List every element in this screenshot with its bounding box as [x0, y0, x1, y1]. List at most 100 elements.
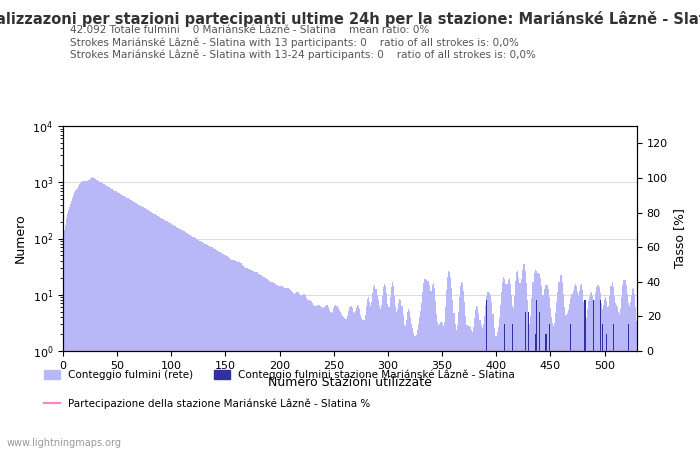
Bar — [575, 284, 576, 450]
Bar — [302, 294, 303, 450]
Bar — [64, 225, 66, 450]
Bar — [556, 302, 557, 450]
Bar — [313, 305, 314, 450]
Bar — [246, 268, 248, 450]
Bar — [499, 318, 500, 450]
Bar — [286, 288, 288, 450]
Bar — [482, 328, 483, 450]
Bar — [320, 306, 321, 450]
Bar — [241, 263, 242, 450]
Bar — [66, 213, 68, 450]
Bar — [107, 186, 108, 450]
Bar — [70, 204, 71, 450]
Bar — [333, 308, 335, 450]
Bar — [291, 291, 292, 450]
Bar — [160, 217, 161, 450]
Bar — [381, 305, 382, 450]
Bar — [555, 312, 556, 450]
Bar — [589, 297, 590, 450]
Bar — [540, 278, 541, 450]
Bar — [136, 203, 137, 450]
Bar — [474, 318, 475, 450]
Bar — [344, 318, 345, 450]
Bar — [463, 291, 464, 450]
Bar — [117, 192, 118, 450]
Bar — [419, 317, 420, 450]
Bar — [533, 273, 535, 450]
Bar — [559, 275, 561, 450]
Bar — [337, 308, 339, 450]
Bar — [161, 218, 162, 450]
Bar — [318, 305, 319, 450]
Bar — [570, 298, 571, 450]
Text: Strokes Mariánské Lâzně - Slatina with 13-24 participants: 0    ratio of all str: Strokes Mariánské Lâzně - Slatina with 1… — [70, 50, 536, 60]
Bar — [553, 326, 554, 450]
Bar — [433, 283, 434, 450]
Bar — [189, 234, 190, 450]
Bar — [254, 272, 256, 450]
Bar — [504, 279, 505, 450]
Bar — [106, 185, 107, 450]
Bar — [515, 281, 516, 450]
Bar — [198, 240, 199, 450]
Bar — [314, 306, 315, 450]
Bar — [304, 294, 305, 450]
Bar — [563, 294, 564, 450]
Bar — [384, 284, 385, 450]
Bar — [634, 294, 636, 450]
Bar — [293, 293, 294, 450]
Bar — [197, 239, 198, 450]
Bar — [236, 261, 237, 450]
Bar — [309, 300, 311, 450]
Bar — [484, 316, 485, 450]
Bar — [157, 216, 158, 450]
Bar — [277, 285, 278, 450]
Bar — [193, 237, 195, 450]
Bar — [434, 288, 435, 450]
Bar — [357, 306, 358, 450]
Bar — [212, 248, 213, 450]
Bar — [516, 272, 517, 450]
Bar — [346, 319, 347, 450]
Bar — [220, 252, 222, 450]
Bar — [402, 315, 404, 450]
Bar — [326, 305, 327, 450]
Bar — [196, 239, 197, 450]
Bar — [282, 286, 284, 450]
Bar — [274, 284, 276, 450]
Bar — [327, 305, 328, 450]
Bar — [570, 324, 571, 450]
Bar — [401, 306, 402, 450]
Bar — [202, 242, 203, 450]
Bar — [426, 280, 428, 450]
Bar — [554, 323, 555, 450]
Bar — [593, 300, 594, 450]
Bar — [514, 296, 515, 450]
Bar — [69, 207, 70, 450]
Bar — [524, 265, 525, 450]
Bar — [500, 305, 501, 450]
Bar — [340, 312, 341, 450]
Bar — [462, 284, 463, 450]
Bar — [418, 324, 419, 450]
Bar — [199, 241, 200, 450]
Bar — [294, 294, 295, 450]
Text: Localizzazoni per stazioni partecipanti ultime 24h per la stazione: Mariánské Lâ: Localizzazoni per stazioni partecipanti … — [0, 11, 700, 27]
Bar — [86, 181, 88, 450]
Bar — [535, 270, 536, 450]
Bar — [538, 273, 539, 450]
Bar — [215, 249, 216, 450]
Bar — [632, 289, 634, 450]
Bar — [509, 279, 510, 450]
Bar — [394, 296, 395, 450]
Bar — [367, 299, 368, 450]
Bar — [470, 327, 471, 450]
Bar — [618, 312, 619, 450]
Bar — [503, 277, 504, 450]
Bar — [373, 287, 374, 450]
Bar — [270, 282, 272, 450]
Bar — [624, 280, 626, 450]
Bar — [410, 318, 411, 450]
Bar — [494, 328, 495, 450]
Bar — [225, 256, 226, 450]
